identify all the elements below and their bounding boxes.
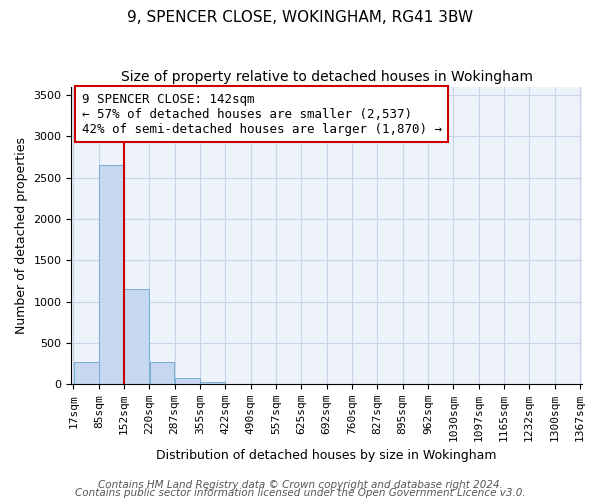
Bar — [150, 362, 175, 384]
Bar — [200, 382, 225, 384]
Bar — [175, 378, 200, 384]
Bar — [124, 289, 149, 384]
Title: Size of property relative to detached houses in Wokingham: Size of property relative to detached ho… — [121, 70, 533, 84]
Text: Contains public sector information licensed under the Open Government Licence v3: Contains public sector information licen… — [74, 488, 526, 498]
Text: 9 SPENCER CLOSE: 142sqm
← 57% of detached houses are smaller (2,537)
42% of semi: 9 SPENCER CLOSE: 142sqm ← 57% of detache… — [82, 92, 442, 136]
Bar — [99, 165, 124, 384]
Y-axis label: Number of detached properties: Number of detached properties — [15, 137, 28, 334]
X-axis label: Distribution of detached houses by size in Wokingham: Distribution of detached houses by size … — [157, 450, 497, 462]
Bar — [74, 362, 98, 384]
Text: 9, SPENCER CLOSE, WOKINGHAM, RG41 3BW: 9, SPENCER CLOSE, WOKINGHAM, RG41 3BW — [127, 10, 473, 25]
Text: Contains HM Land Registry data © Crown copyright and database right 2024.: Contains HM Land Registry data © Crown c… — [98, 480, 502, 490]
